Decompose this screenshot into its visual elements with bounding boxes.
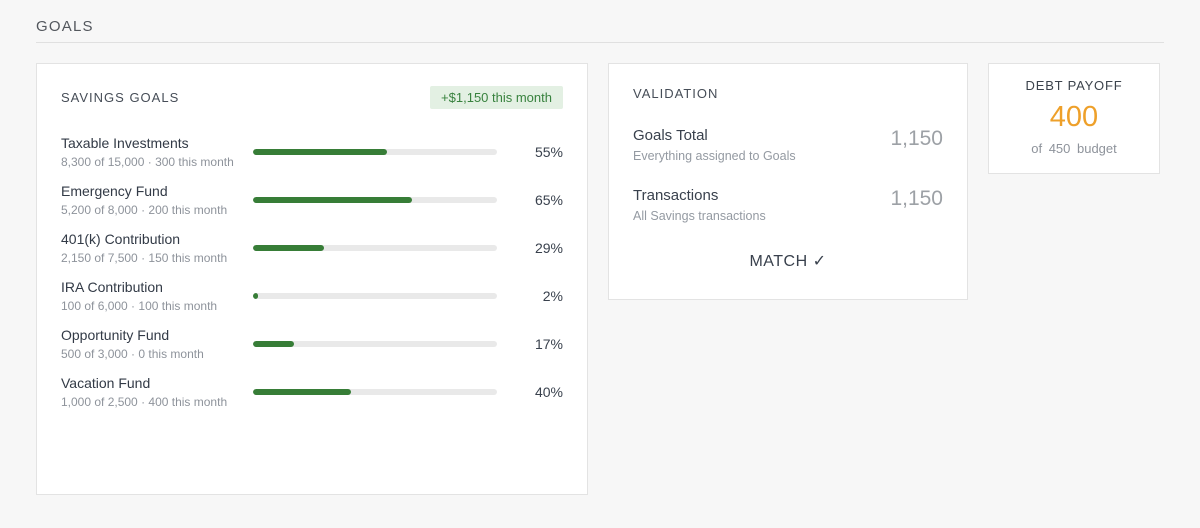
- debt-payoff-value: 400: [1049, 101, 1099, 133]
- debt-payoff-title: DEBT PAYOFF: [1025, 78, 1123, 93]
- validation-row-transactions: Transactions All Savings transactions 1,…: [633, 187, 943, 223]
- progress-bar-fill: [253, 197, 412, 203]
- goal-list: Taxable Investments 8,300 of 15,000 · 30…: [61, 135, 563, 409]
- goal-name: Vacation Fund: [61, 375, 151, 391]
- savings-goals-card: SAVINGS GOALS +$1,150 this month Taxable…: [36, 63, 588, 495]
- validation-row-label: Transactions: [633, 187, 719, 204]
- goal-row-opportunity-fund[interactable]: Opportunity Fund 500 of 3,000 · 0 this m…: [61, 327, 563, 361]
- goal-info: 401(k) Contribution 2,150 of 7,500 · 150…: [61, 231, 253, 265]
- progress-bar-track: [253, 389, 497, 395]
- goal-detail: 5,200 of 8,000 · 200 this month: [61, 203, 228, 217]
- match-status: MATCH ✓: [749, 253, 827, 270]
- goal-row-ira-contribution[interactable]: IRA Contribution 100 of 6,000 · 100 this…: [61, 279, 563, 313]
- validation-row-value: 1,150: [890, 187, 943, 210]
- validation-row-label: Goals Total: [633, 127, 708, 144]
- debt-payoff-budget: of 450 budget: [1031, 141, 1117, 156]
- goal-name: Opportunity Fund: [61, 327, 170, 343]
- goal-percent: 2%: [542, 288, 563, 304]
- progress-bar-fill: [253, 341, 295, 347]
- page-header: GOALS: [36, 18, 1164, 43]
- goal-percent: 17%: [534, 336, 563, 352]
- validation-row-sub: Everything assigned to Goals: [633, 149, 796, 163]
- progress-bar-fill: [253, 389, 351, 395]
- validation-row-value: 1,150: [890, 127, 943, 150]
- progress-bar-track: [253, 293, 497, 299]
- validation-row-left: Transactions All Savings transactions: [633, 187, 766, 223]
- goal-detail: 1,000 of 2,500 · 400 this month: [61, 395, 228, 409]
- goal-detail: 500 of 3,000 · 0 this month: [61, 347, 204, 361]
- goal-percent: 29%: [534, 240, 563, 256]
- validation-row-left: Goals Total Everything assigned to Goals: [633, 127, 796, 163]
- validation-row-sub: All Savings transactions: [633, 209, 766, 223]
- goal-percent: 65%: [534, 192, 563, 208]
- progress-bar-track: [253, 341, 497, 347]
- savings-goals-title: SAVINGS GOALS: [61, 90, 180, 105]
- goal-info: Opportunity Fund 500 of 3,000 · 0 this m…: [61, 327, 253, 361]
- goal-name: 401(k) Contribution: [61, 231, 181, 247]
- goal-row-taxable-investments[interactable]: Taxable Investments 8,300 of 15,000 · 30…: [61, 135, 563, 169]
- goal-name: Taxable Investments: [61, 135, 189, 151]
- goal-row-401k-contribution[interactable]: 401(k) Contribution 2,150 of 7,500 · 150…: [61, 231, 563, 265]
- goal-percent: 55%: [534, 144, 563, 160]
- month-total-badge: +$1,150 this month: [430, 86, 563, 109]
- validation-card: VALIDATION Goals Total Everything assign…: [608, 63, 968, 300]
- validation-title: VALIDATION: [633, 86, 719, 101]
- progress-bar-fill: [253, 293, 258, 299]
- goal-percent: 40%: [534, 384, 563, 400]
- validation-row-goals-total: Goals Total Everything assigned to Goals…: [633, 127, 943, 163]
- goal-name: IRA Contribution: [61, 279, 163, 295]
- goal-detail: 100 of 6,000 · 100 this month: [61, 299, 218, 313]
- goal-row-vacation-fund[interactable]: Vacation Fund 1,000 of 2,500 · 400 this …: [61, 375, 563, 409]
- progress-bar-fill: [253, 149, 388, 155]
- goal-row-emergency-fund[interactable]: Emergency Fund 5,200 of 8,000 · 200 this…: [61, 183, 563, 217]
- goal-info: Vacation Fund 1,000 of 2,500 · 400 this …: [61, 375, 253, 409]
- goal-detail: 2,150 of 7,500 · 150 this month: [61, 251, 228, 265]
- validation-rows: Goals Total Everything assigned to Goals…: [633, 127, 943, 223]
- progress-bar-fill: [253, 245, 324, 251]
- debt-payoff-card: DEBT PAYOFF 400 of 450 budget: [988, 63, 1160, 174]
- goal-info: Taxable Investments 8,300 of 15,000 · 30…: [61, 135, 253, 169]
- goal-info: IRA Contribution 100 of 6,000 · 100 this…: [61, 279, 253, 313]
- goal-info: Emergency Fund 5,200 of 8,000 · 200 this…: [61, 183, 253, 217]
- goals-page: GOALS SAVINGS GOALS +$1,150 this month T…: [36, 18, 1164, 495]
- progress-bar-track: [253, 197, 497, 203]
- goal-name: Emergency Fund: [61, 183, 168, 199]
- savings-goals-header: SAVINGS GOALS +$1,150 this month: [61, 86, 563, 109]
- progress-bar-track: [253, 149, 497, 155]
- progress-bar-track: [253, 245, 497, 251]
- page-title: GOALS: [36, 18, 94, 35]
- cards-row: SAVINGS GOALS +$1,150 this month Taxable…: [36, 63, 1164, 495]
- goal-detail: 8,300 of 15,000 · 300 this month: [61, 155, 234, 169]
